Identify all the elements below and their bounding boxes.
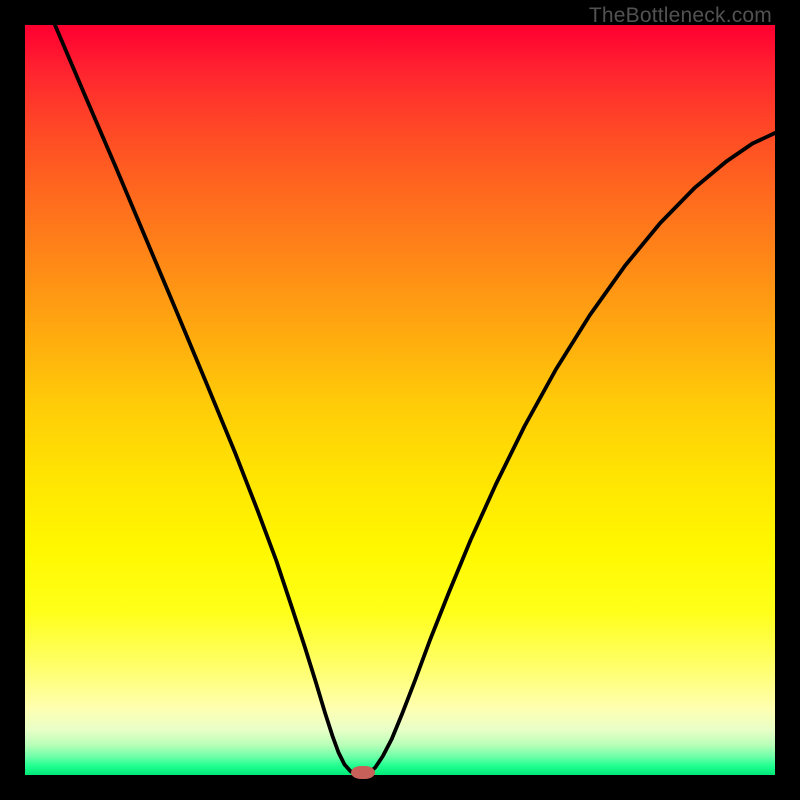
bottleneck-curve [25, 25, 775, 775]
watermark-text: TheBottleneck.com [589, 4, 772, 28]
chart-container: TheBottleneck.com [0, 0, 800, 800]
minimum-marker [351, 766, 375, 779]
plot-area [25, 25, 775, 775]
